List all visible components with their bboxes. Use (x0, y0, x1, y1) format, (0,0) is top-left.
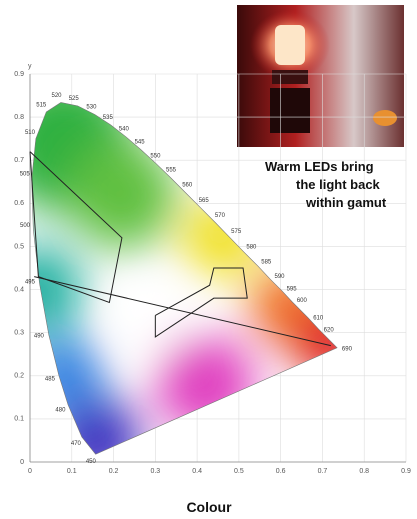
y-tick-label: 0.1 (14, 416, 24, 423)
wavelength-label: 610 (313, 315, 324, 321)
wavelength-label: 550 (150, 153, 161, 159)
y-tick-label: 0.4 (14, 286, 24, 293)
wavelength-label: 620 (324, 327, 335, 333)
wavelength-label: 490 (34, 333, 45, 339)
x-tick-label: 0.2 (109, 468, 119, 475)
wavelength-label: 545 (135, 140, 146, 146)
y-tick-label: 0.6 (14, 200, 24, 207)
colour-blob (182, 197, 263, 278)
wavelength-label: 540 (119, 127, 130, 133)
wavelength-label: 590 (275, 274, 286, 280)
colour-blob (66, 139, 177, 250)
wavelength-label: 595 (287, 286, 298, 292)
wavelength-label: 485 (45, 377, 56, 383)
y-tick-label: 0.2 (14, 373, 24, 380)
wavelength-label: 505 (20, 171, 31, 177)
x-tick-label: 0.3 (150, 468, 160, 475)
x-tick-label: 0.4 (192, 468, 202, 475)
x-tick-label: 0.6 (276, 468, 286, 475)
y-tick-label: 0.5 (14, 243, 24, 250)
y-tick-label: 0.8 (14, 114, 24, 121)
wavelength-label: 525 (69, 96, 80, 102)
caption-line: Warm LEDs bring (265, 159, 374, 174)
wavelength-label: 495 (25, 279, 36, 285)
caption-line: the light back (296, 177, 381, 192)
y-axis-label: y (28, 63, 32, 70)
gamut-outline (29, 151, 123, 304)
wavelength-label: 575 (231, 229, 242, 235)
wavelength-label: 520 (51, 93, 62, 99)
x-tick-label: 0.1 (67, 468, 77, 475)
y-tick-label: 0.9 (14, 71, 24, 78)
x-tick-label: 0.5 (234, 468, 244, 475)
wavelength-label: 450 (86, 459, 97, 465)
wavelength-label: 500 (20, 223, 31, 229)
y-tick-label: 0.3 (14, 330, 24, 337)
colour-blob (155, 334, 256, 435)
wavelength-label: 470 (71, 441, 82, 447)
gamut-outline (154, 267, 248, 338)
chart-title: Colour (186, 499, 232, 515)
wavelength-label: 690 (342, 347, 353, 353)
wavelength-label: 585 (261, 259, 272, 265)
x-tick-label: 0 (28, 468, 32, 475)
spectral-locus (31, 102, 338, 455)
wavelength-label: 600 (297, 298, 308, 304)
photo (237, 5, 404, 147)
x-tick-label: 0.8 (359, 468, 369, 475)
wavelength-label: 515 (36, 103, 47, 109)
x-tick-label: 0.9 (401, 468, 411, 475)
wavelength-label: 535 (103, 115, 114, 121)
y-tick-label: 0.7 (14, 157, 24, 164)
wavelength-label: 480 (55, 407, 66, 413)
wavelength-label: 580 (246, 244, 257, 250)
wavelength-label: 555 (166, 167, 177, 173)
colour-blob (51, 395, 142, 455)
wavelength-label: 530 (86, 105, 97, 111)
wavelength-label: 570 (215, 213, 226, 219)
caption-line: within gamut (305, 195, 387, 210)
x-tick-label: 0.7 (318, 468, 328, 475)
wavelength-label: 565 (199, 198, 210, 204)
wavelength-label: 510 (25, 130, 36, 136)
y-tick-label: 0 (20, 459, 24, 466)
wavelength-label: 560 (182, 183, 193, 189)
gamut-outline (34, 276, 331, 347)
